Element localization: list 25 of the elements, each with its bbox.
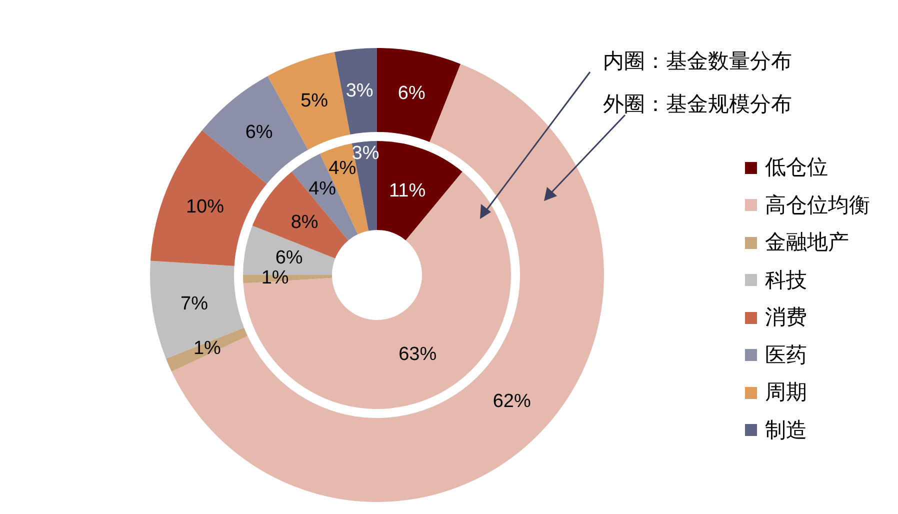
data-label: 7% [180, 293, 208, 314]
legend-label: 科技 [764, 268, 808, 293]
legend-label: 制造 [764, 418, 808, 443]
legend-label: 低仓位 [764, 155, 829, 180]
legend-label: 周期 [764, 380, 808, 406]
data-label: 5% [300, 90, 328, 112]
legend-label: 金融地产 [764, 230, 850, 256]
data-label: 6% [398, 82, 426, 104]
data-label: 1% [193, 338, 222, 359]
text: 外圈：基金规模分布 [603, 93, 792, 116]
legend-label: 医药 [764, 342, 808, 368]
data-label: 1% [261, 268, 289, 289]
legend-label: 消费 [764, 305, 808, 330]
data-label: 4% [308, 178, 336, 200]
legend-label: 高仓位均衡 [764, 192, 870, 218]
data-label: 4% [328, 158, 356, 179]
data-label: 11% [389, 180, 426, 202]
data-label: 6% [275, 248, 303, 269]
data-label: 8% [290, 212, 318, 233]
data-label: 62% [492, 391, 531, 412]
data-label: 10% [186, 196, 224, 218]
text: 内圈：基金数量分布 [603, 50, 792, 73]
data-label: 6% [245, 122, 273, 143]
data-label: 3% [346, 80, 374, 102]
data-label: 63% [398, 344, 437, 366]
